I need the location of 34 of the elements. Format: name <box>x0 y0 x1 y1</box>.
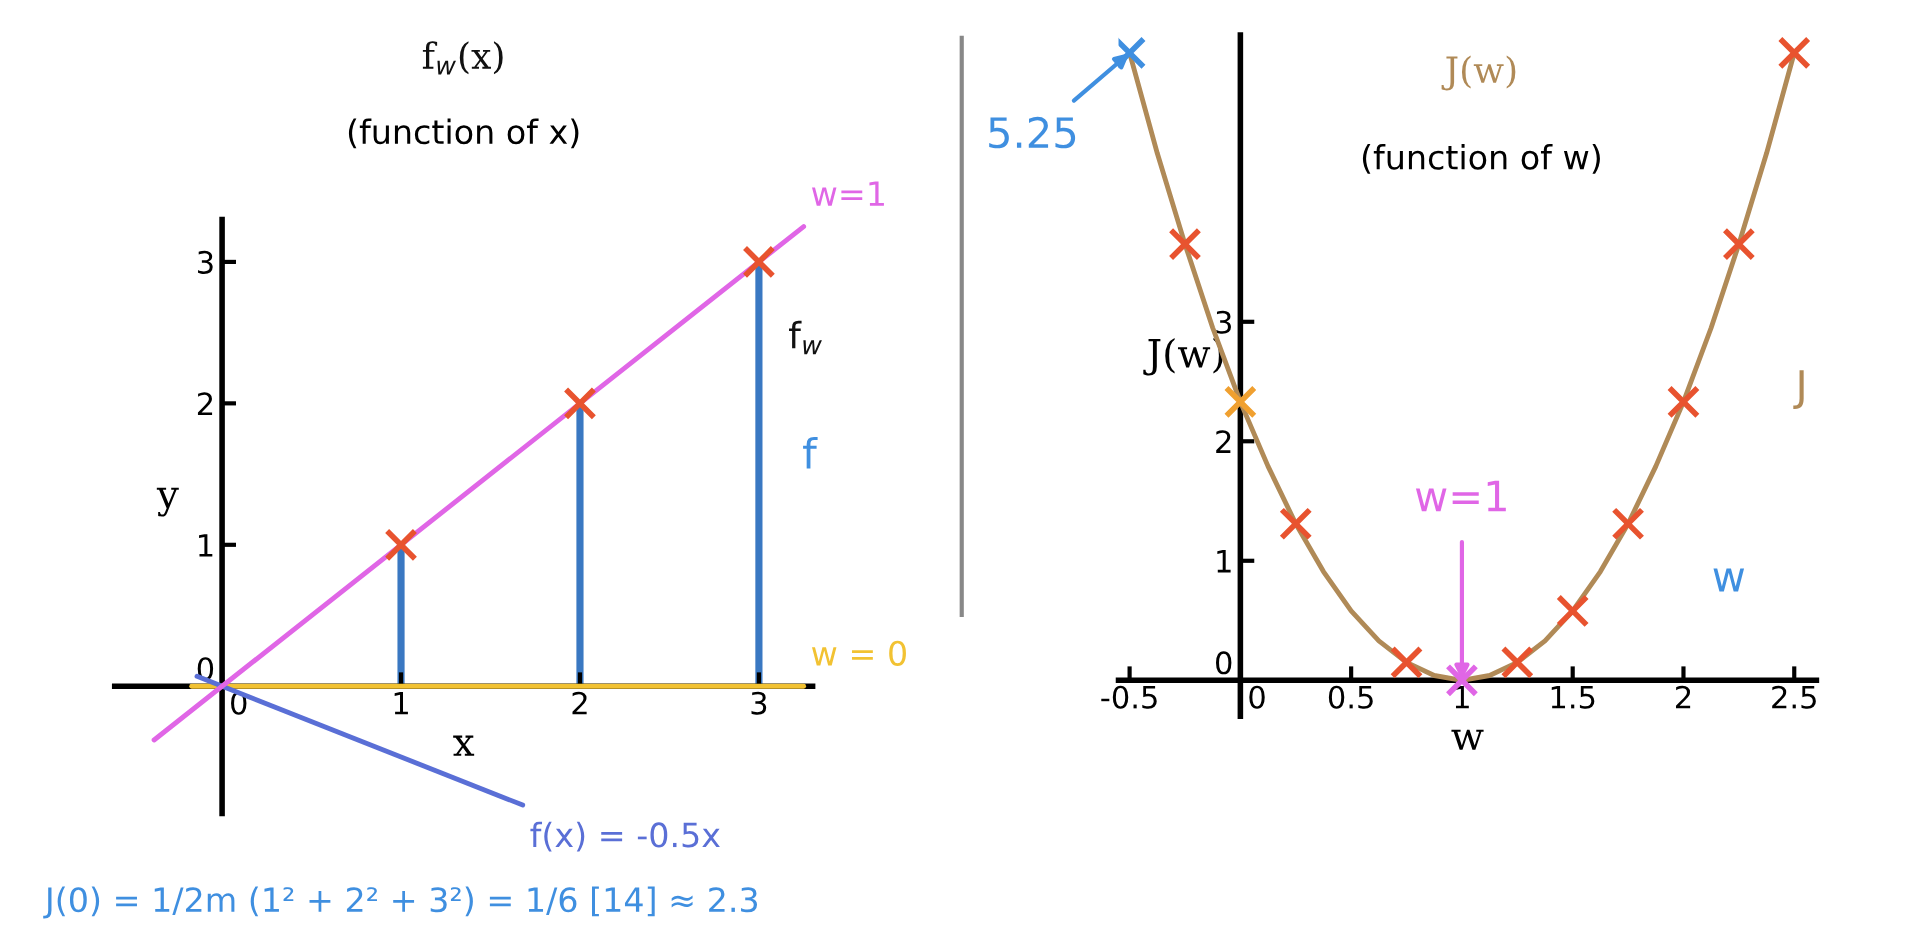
y-tick-label: 3 <box>198 250 213 274</box>
y-tick-label: 2 <box>1216 430 1231 453</box>
annotation: w <box>1713 568 1745 592</box>
series-label: f(x) = -0.5x <box>530 821 720 852</box>
x-tick-label: 1 <box>1455 686 1469 709</box>
x-tick-label: 1.5 <box>1551 686 1595 709</box>
text: J(0) = 1/2m (1² + 2² + 3²) = 1/6 [14] ≈ 2.3 <box>43 886 758 919</box>
y-tick-label: 1 <box>1217 550 1231 573</box>
x-tick-label: 2 <box>572 691 587 715</box>
text: (function of w) <box>1362 143 1600 174</box>
annotation: f <box>803 436 818 469</box>
annotation: 5.25 <box>989 116 1076 149</box>
chart-title: f$_{w}$(x) <box>422 41 503 75</box>
x-tick-label: 3 <box>751 691 767 715</box>
x-tick-label: -0.5 <box>1101 685 1157 709</box>
x-tick-label: 0.5 <box>1328 685 1373 709</box>
text: J(w) <box>1441 55 1516 91</box>
y-axis-title: y <box>156 487 179 517</box>
x-tick-label: 1 <box>394 692 408 715</box>
annotation: w=1 <box>1415 480 1506 512</box>
chart-subtitle: (function of x) <box>348 118 579 149</box>
y-tick-label: 0 <box>1216 651 1232 675</box>
y-tick-label: 1 <box>199 534 213 557</box>
series-label: w=1 <box>812 181 884 206</box>
y-tick-label: 3 <box>1216 310 1231 334</box>
x-axis-title: x <box>453 735 475 756</box>
annotation: f$_{w}$ <box>789 320 822 355</box>
x-tick-label: 0 <box>1249 685 1265 709</box>
y-tick-label: 2 <box>197 392 213 415</box>
x-axis-title: w <box>1451 729 1484 750</box>
x-tick-label: 2 <box>1675 685 1691 709</box>
x-tick-label: 2.5 <box>1772 685 1816 709</box>
annotation: J <box>1793 370 1804 410</box>
series-label: w = 0 <box>812 640 906 666</box>
